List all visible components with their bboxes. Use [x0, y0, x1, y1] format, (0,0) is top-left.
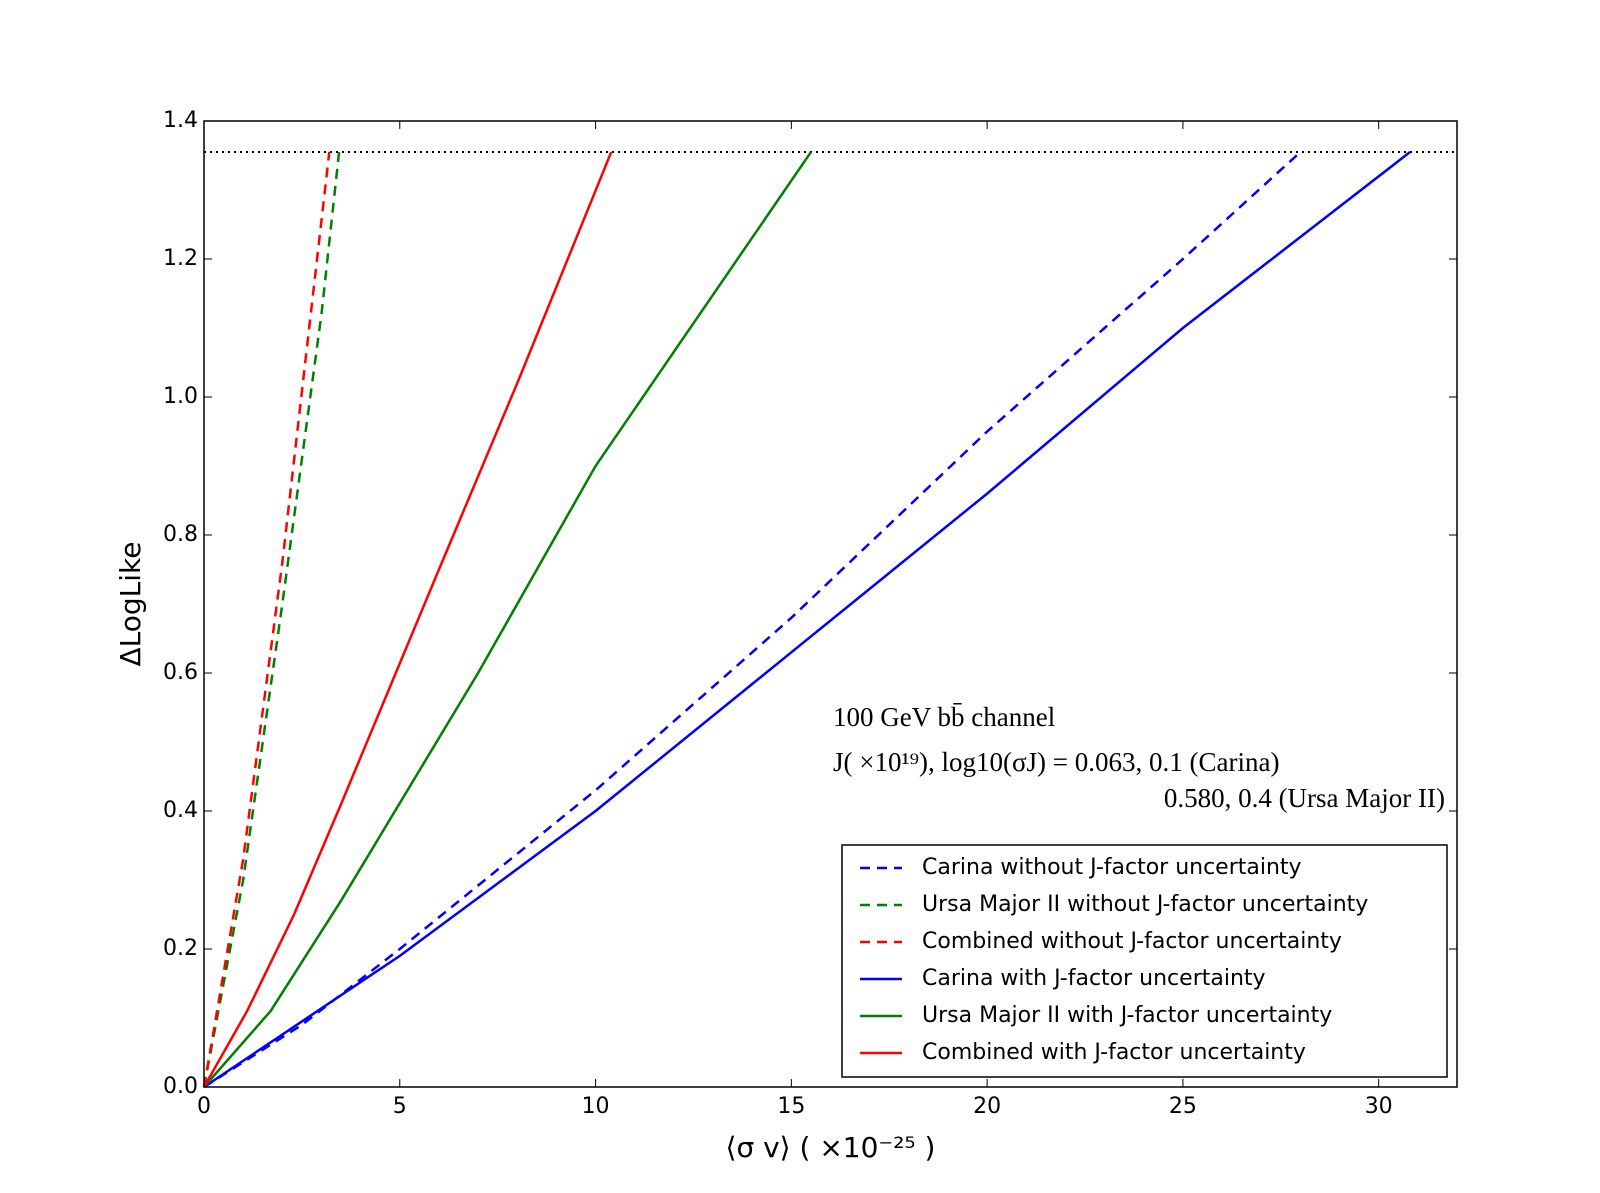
x-tick-label: 25: [1169, 1094, 1197, 1119]
x-tick-label: 30: [1365, 1094, 1393, 1119]
x-axis-label: ⟨σ v⟩ ( ×10⁻²⁵ ): [726, 1131, 936, 1164]
y-tick-label: 0.4: [163, 798, 198, 823]
legend-label: Carina without J-factor uncertainty: [922, 855, 1302, 880]
series-line: [203, 151, 1411, 1089]
y-tick-label: 1.4: [163, 108, 198, 133]
x-tick-label: 15: [777, 1094, 805, 1119]
annotation: 0.580, 0.4 (Ursa Major II): [1164, 783, 1445, 813]
series-line: [202, 151, 341, 1088]
y-tick-label: 0.2: [163, 936, 198, 961]
legend-label: Ursa Major II without J-factor uncertain…: [922, 892, 1368, 917]
legend-label: Ursa Major II with J-factor uncertainty: [922, 1003, 1332, 1028]
x-tick-label: 20: [973, 1094, 1001, 1119]
x-tick-label: 5: [393, 1094, 407, 1119]
legend-label: Carina with J-factor uncertainty: [922, 966, 1266, 991]
y-tick-label: 1.2: [163, 246, 198, 271]
annotation: J( ×10¹⁹), log10(σJ) = 0.063, 0.1 (Carin…: [833, 747, 1279, 777]
y-tick-label: 0.0: [163, 1074, 198, 1099]
annotation: 100 GeV bb̄ channel: [833, 702, 1055, 732]
y-tick-label: 1.0: [163, 384, 198, 409]
y-axis-label: ΔLogLike: [114, 542, 147, 667]
plot-frame: [203, 120, 1458, 1088]
x-tick-label: 0: [197, 1094, 211, 1119]
y-tick-label: 0.6: [163, 660, 198, 685]
series-line: [202, 151, 613, 1088]
legend-label: Combined without J-factor uncertainty: [922, 929, 1342, 954]
legend-label: Combined with J-factor uncertainty: [922, 1040, 1306, 1065]
legend-box: [841, 844, 1448, 1078]
series-line: [203, 151, 812, 1088]
series-line: [202, 151, 331, 1088]
x-tick-label: 10: [582, 1094, 610, 1119]
y-tick-label: 0.8: [163, 522, 198, 547]
series-line: [203, 151, 1302, 1089]
